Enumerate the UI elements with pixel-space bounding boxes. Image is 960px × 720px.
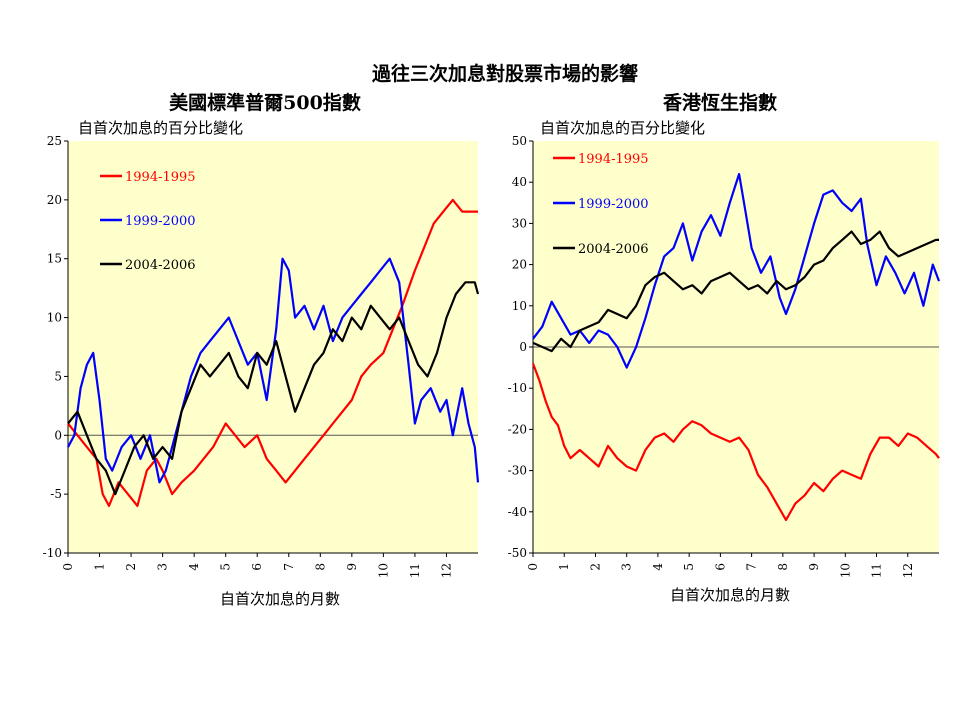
hsi-y-tick-label: 30 (512, 216, 527, 230)
sp500-x-tick-label: 2 (124, 563, 138, 571)
hsi-x-tick-label: 2 (588, 563, 602, 571)
hsi-x-tick-label: 4 (651, 563, 665, 571)
hsi-y-tick-label: -50 (508, 546, 527, 560)
page-title: 過往三次加息對股票市場的影響 (372, 62, 638, 85)
hsi-series-line-2004-2006 (532, 230, 939, 353)
hsi-x-tick-label: 11 (870, 563, 884, 578)
hsi-y-tick-label: -20 (508, 422, 527, 436)
hsi-x-tick-label: 8 (776, 563, 790, 571)
sp500-x-tick-label: 10 (376, 563, 390, 578)
sp500-y-tick-label: 0 (54, 428, 62, 442)
hsi-x-tick-label: 3 (620, 563, 634, 571)
hsi-chart-title: 香港恆生指數 (662, 91, 777, 114)
hsi-y-tick-label: 10 (512, 299, 527, 313)
hsi-chart: 香港恆生指數 自首次加息的百分比變化 自首次加息的月數 -50 -40 -30 -20… (508, 91, 941, 604)
sp500-series-line-1999-2000 (67, 257, 480, 484)
sp500-x-tick-label: 9 (345, 563, 359, 571)
sp500-y-tick-label: -5 (50, 487, 62, 501)
hsi-legend-label: 1999-2000 (578, 197, 649, 212)
hsi-y-tick-label: 0 (519, 340, 527, 354)
hsi-series-line-1994-1995 (531, 363, 940, 522)
hsi-x-tick-label: 9 (807, 563, 821, 571)
sp500-legend-label: 2004-2006 (125, 258, 196, 273)
sp500-chart-title: 美國標準普爾500指數 (169, 91, 361, 114)
hsi-legend-label: 2004-2006 (578, 242, 649, 257)
hsi-y-tick-label: -30 (508, 464, 527, 478)
hsi-y-tick-label: -40 (508, 505, 527, 519)
sp500-y-tick-label: 10 (47, 311, 62, 325)
sp500-legend-label: 1999-2000 (125, 214, 196, 229)
sp500-y-tick-label: 25 (47, 134, 62, 148)
hsi-x-tick-label: 6 (713, 563, 727, 571)
sp500-y-tick-label: -10 (43, 546, 62, 560)
sp500-x-tick-label: 12 (439, 563, 453, 578)
sp500-x-tick-label: 4 (187, 563, 201, 571)
sp500-x-tick-label: 11 (408, 563, 422, 578)
sp500-x-tick-label: 1 (93, 563, 107, 571)
hsi-y-tick-label: 20 (512, 258, 527, 272)
sp500-legend-label: 1994-1995 (125, 170, 196, 185)
hsi-x-axis-label: 自首次加息的月數 (670, 586, 790, 604)
sp500-y-axis-label: 自首次加息的百分比變化 (78, 119, 243, 137)
sp500-x-axis-label: 自首次加息的月數 (220, 590, 340, 608)
sp500-y-tick-label: 5 (54, 369, 62, 383)
sp500-series-line-2004-2006 (67, 281, 480, 496)
hsi-y-axis-label: 自首次加息的百分比變化 (540, 119, 705, 137)
sp500-x-tick-label: 0 (61, 563, 75, 571)
sp500-y-tick-label: 15 (47, 252, 62, 266)
hsi-x-tick-label: 12 (901, 563, 915, 578)
sp500-x-tick-label: 8 (313, 563, 327, 571)
hsi-x-tick-label: 0 (526, 563, 540, 571)
hsi-x-tick-label: 1 (557, 563, 571, 571)
hsi-y-tick-label: -10 (508, 381, 527, 395)
hsi-x-tick-label: 7 (745, 563, 759, 571)
sp500-x-tick-label: 3 (156, 563, 170, 571)
hsi-y-tick-label: 50 (512, 134, 527, 148)
sp500-x-tick-label: 7 (282, 563, 296, 571)
sp500-x-tick-label: 6 (250, 563, 264, 571)
hsi-x-tick-label: 5 (682, 563, 696, 571)
sp500-chart: 美國標準普爾500指數 自首次加息的百分比變化 自首次加息的月數 -10 -5 0 5… (43, 91, 480, 608)
hsi-x-tick-label: 10 (838, 563, 852, 578)
hsi-y-tick-label: 40 (512, 175, 527, 189)
sp500-x-tick-label: 5 (219, 563, 233, 571)
hsi-series-line-1999-2000 (532, 172, 941, 369)
sp500-series-line-1994-1995 (67, 198, 478, 507)
sp500-y-tick-label: 20 (47, 193, 62, 207)
hsi-legend-label: 1994-1995 (578, 152, 649, 167)
